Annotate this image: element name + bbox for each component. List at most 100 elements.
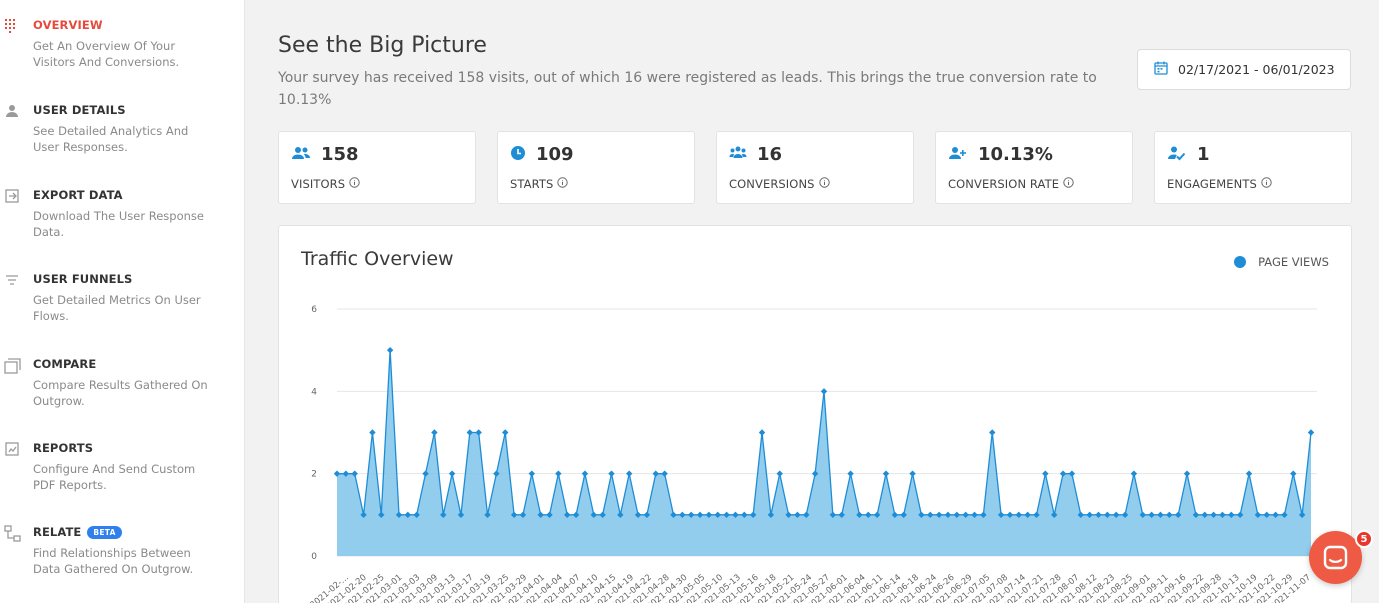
data-point (1307, 429, 1315, 436)
sidebar-item-user-details[interactable]: USER DETAILS See Detailed Analytics And … (0, 85, 245, 163)
sidebar-item-relate[interactable]: RELATE BETA Find Relationships Between D… (0, 507, 245, 585)
info-icon[interactable] (349, 177, 360, 191)
sidebar-item-title: USER DETAILS (33, 103, 126, 117)
data-point (475, 429, 482, 436)
stat-value: 109 (536, 144, 574, 165)
stat-label: CONVERSIONS (729, 177, 815, 191)
compare-icon (4, 357, 21, 374)
page-title: See the Big Picture (278, 33, 487, 58)
sidebar-item-reports[interactable]: REPORTS Configure And Send Custom PDF Re… (0, 423, 245, 501)
stat-label: ENGAGEMENTS (1167, 177, 1257, 191)
data-point (1245, 470, 1253, 477)
data-point (882, 470, 890, 477)
y-tick-label: 2 (311, 470, 317, 480)
data-point (431, 429, 438, 436)
data-point (608, 470, 615, 477)
clock-icon (510, 145, 526, 165)
date-range-text: 02/17/2021 - 06/01/2023 (1178, 62, 1335, 77)
page-subtitle: Your survey has received 158 visits, out… (278, 70, 1097, 108)
data-point (829, 511, 837, 519)
stat-card-conversion-rate: 10.13% CONVERSION RATE (935, 131, 1133, 204)
data-point (617, 511, 624, 519)
sidebar-item-desc: Get Detailed Metrics On User Flows. (33, 293, 201, 323)
stat-label: CONVERSION RATE (948, 177, 1060, 191)
data-point (333, 470, 341, 477)
data-point (1051, 511, 1058, 519)
sidebar-item-desc: Get An Overview Of Your Visitors And Con… (33, 39, 180, 69)
data-point (581, 470, 589, 477)
data-point (909, 470, 916, 477)
data-point (1033, 511, 1040, 519)
data-point (1077, 511, 1084, 519)
data-point (980, 511, 987, 519)
data-point (342, 470, 350, 477)
sidebar-item-title: REPORTS (33, 441, 94, 455)
data-point (1139, 511, 1146, 519)
data-point (803, 511, 810, 519)
sidebar-item-desc: Find Relationships Between Data Gathered… (33, 546, 194, 576)
chart-legend[interactable]: PAGE VIEWS (1234, 255, 1329, 269)
legend-dot (1234, 256, 1247, 268)
data-point (1157, 511, 1164, 519)
data-point (1290, 470, 1297, 477)
data-point (1281, 511, 1288, 519)
sidebar-item-export-data[interactable]: EXPORT DATA Download The User Response D… (0, 170, 245, 248)
data-point (502, 429, 509, 436)
stat-value: 1 (1197, 144, 1210, 165)
stat-card-starts: 109 STARTS (497, 131, 695, 204)
sidebar-item-user-funnels[interactable]: USER FUNNELS Get Detailed Metrics On Use… (0, 254, 245, 332)
data-point (386, 346, 394, 354)
data-point (1272, 511, 1279, 519)
data-point (820, 388, 828, 395)
data-point (555, 470, 562, 477)
stat-label: STARTS (510, 177, 554, 191)
data-point (528, 470, 535, 477)
data-point (626, 470, 633, 477)
sidebar-item-desc: Configure And Send Custom PDF Reports. (33, 462, 196, 492)
stat-card-engagements: 1 ENGAGEMENTS (1154, 131, 1352, 204)
data-point (962, 511, 969, 519)
info-icon[interactable] (557, 177, 569, 191)
series-area (337, 350, 1311, 556)
funnel-icon (4, 272, 20, 288)
sidebar-item-title: EXPORT DATA (33, 188, 123, 202)
data-point (971, 511, 978, 519)
sidebar-item-compare[interactable]: COMPARE Compare Results Gathered On Outg… (0, 339, 245, 417)
stat-label: VISITORS (291, 177, 346, 191)
data-point (953, 511, 961, 519)
calendar-icon (1154, 61, 1178, 78)
data-point (811, 470, 819, 477)
y-tick-label: 6 (311, 305, 317, 315)
data-point (1192, 511, 1200, 519)
data-point (1042, 470, 1049, 477)
sidebar-item-desc: Download The User Response Data. (33, 209, 204, 239)
data-point (944, 511, 952, 519)
data-point (696, 511, 704, 519)
info-icon[interactable] (1261, 177, 1272, 191)
data-point (448, 470, 456, 477)
data-point (1298, 511, 1306, 519)
data-point (493, 470, 500, 477)
date-range-picker[interactable]: 02/17/2021 - 06/01/2023 (1137, 49, 1351, 90)
info-icon[interactable] (818, 177, 830, 191)
main-content: See the Big Picture Your survey has rece… (245, 0, 1379, 603)
data-point (1113, 511, 1120, 519)
user-icon (4, 103, 20, 119)
grid-dots-icon (4, 18, 20, 34)
legend-label: PAGE VIEWS (1258, 255, 1329, 269)
data-point (1024, 511, 1031, 519)
sidebar-item-title: RELATE BETA (33, 507, 245, 539)
stat-card-conversions: 16 CONVERSIONS (716, 131, 914, 204)
data-point (1228, 511, 1235, 519)
users-icon (291, 145, 311, 165)
data-point (847, 470, 854, 477)
sidebar-item-label: RELATE (33, 525, 82, 539)
data-point (1148, 511, 1155, 519)
data-point (758, 429, 766, 436)
chat-launcher-button[interactable] (1309, 531, 1362, 584)
sidebar-item-overview[interactable]: OVERVIEW Get An Overview Of Your Visitor… (0, 0, 245, 78)
info-icon[interactable] (1063, 177, 1074, 191)
sidebar-item-title: USER FUNNELS (33, 272, 133, 286)
relate-icon (4, 525, 21, 542)
y-tick-label: 4 (311, 387, 317, 397)
